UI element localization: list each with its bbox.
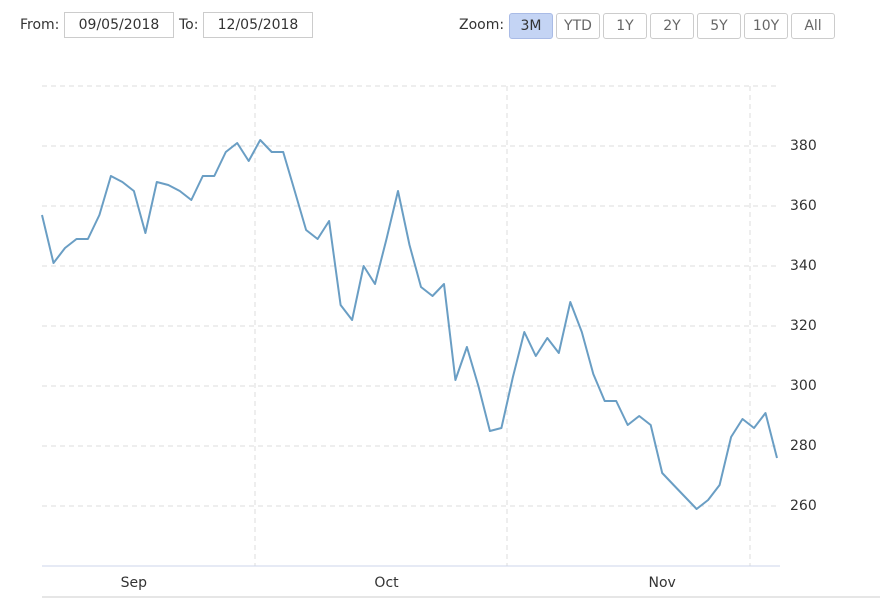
x-tick-label: Sep (121, 575, 148, 591)
from-label: From: (20, 17, 60, 33)
zoom-label: Zoom: (459, 17, 505, 33)
range-selector: From: 09/05/2018 To: 12/05/2018 Zoom: 3M… (0, 12, 880, 40)
price-line (41, 139, 778, 510)
y-tick-label: 280 (790, 438, 817, 454)
y-tick-label: 340 (790, 258, 817, 274)
y-tick-label: 260 (790, 498, 817, 514)
y-tick-label: 360 (790, 198, 817, 214)
from-input[interactable]: 09/05/2018 (64, 12, 174, 38)
zoom-button[interactable]: YTD (556, 13, 600, 39)
to-label: To: (179, 17, 199, 33)
y-tick-label: 320 (790, 318, 817, 334)
to-input[interactable]: 12/05/2018 (203, 12, 313, 38)
x-tick-label: Oct (374, 575, 399, 591)
y-tick-label: 300 (790, 378, 817, 394)
zoom-button[interactable]: 10Y (744, 13, 788, 39)
x-tick-label: Nov (648, 575, 675, 591)
zoom-button[interactable]: All (791, 13, 835, 39)
zoom-button[interactable]: 1Y (603, 13, 647, 39)
zoom-button[interactable]: 3M (509, 13, 553, 39)
zoom-button[interactable]: 5Y (697, 13, 741, 39)
zoom-button[interactable]: 2Y (650, 13, 694, 39)
y-tick-label: 380 (790, 138, 817, 154)
